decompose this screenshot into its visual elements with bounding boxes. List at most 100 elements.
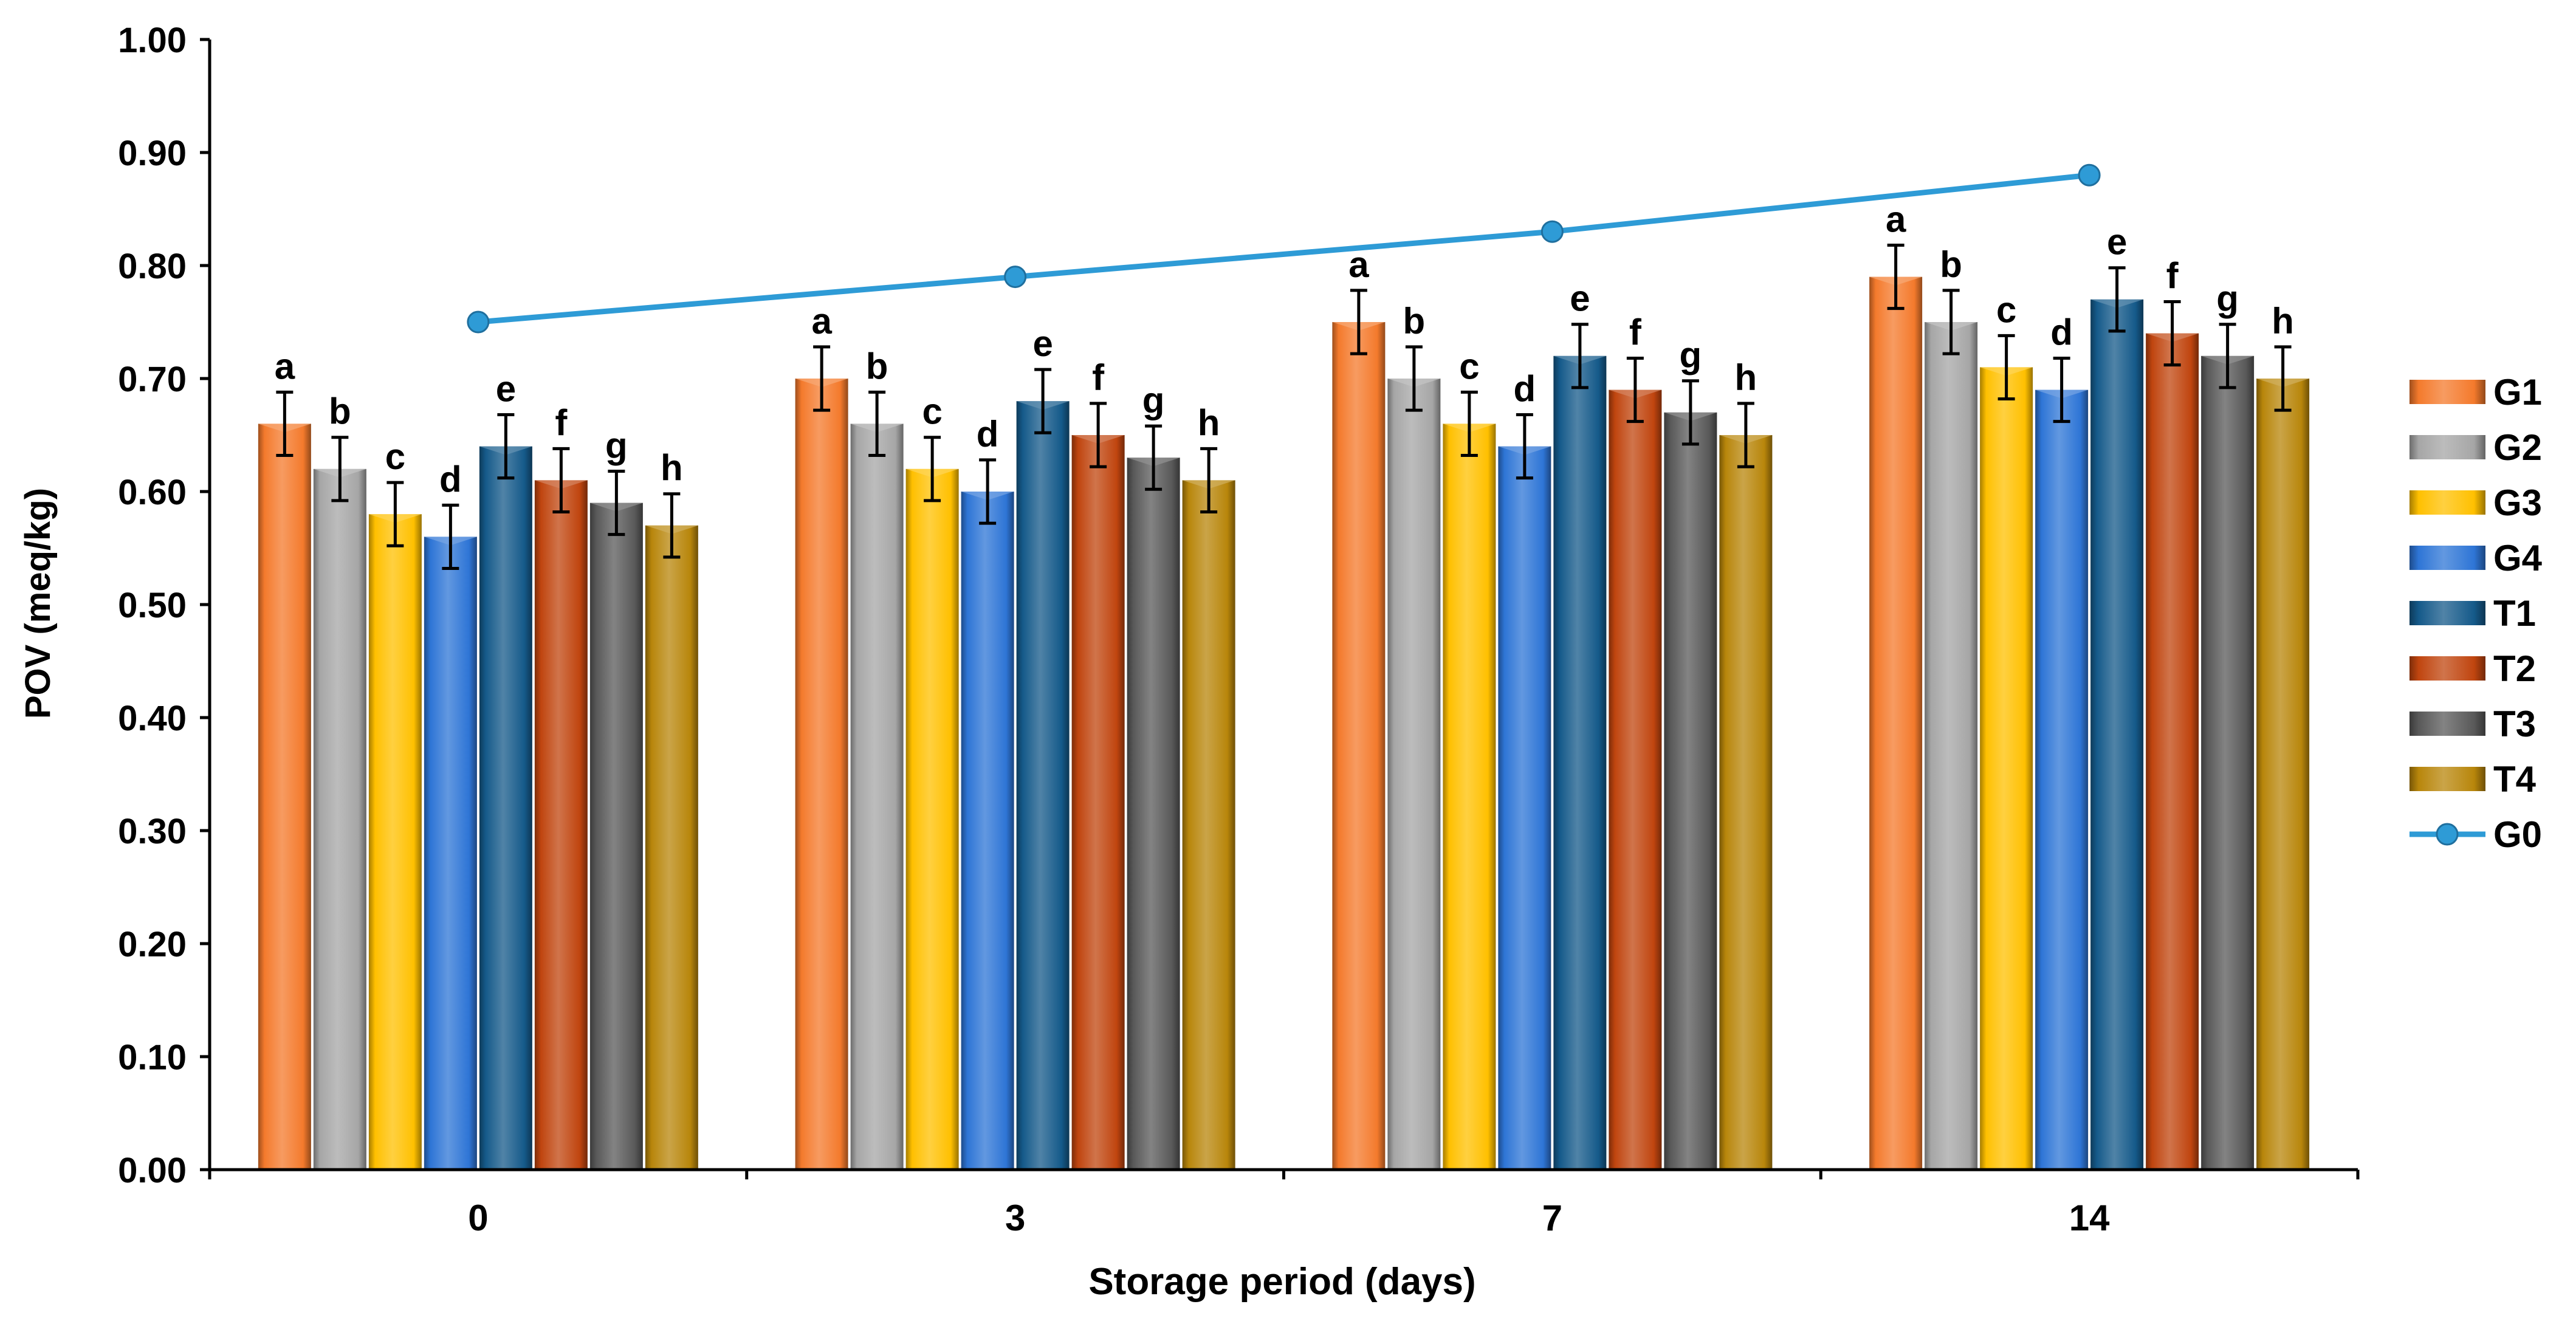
bar-t1-7 (1553, 355, 1607, 1170)
data-label: g (1142, 380, 1165, 420)
y-tick-label: 0.70 (118, 360, 187, 399)
data-label: e (496, 369, 516, 410)
bar-g4-3 (961, 492, 1014, 1170)
bar-t3-3 (1127, 458, 1180, 1170)
error-bar (2053, 357, 2070, 424)
line-point-14 (2078, 163, 2101, 187)
bar-g1-14 (1869, 276, 1923, 1170)
data-label: e (1570, 278, 1590, 319)
x-axis-label: Storage period (days) (1088, 1261, 1475, 1303)
error-bar (2163, 300, 2181, 367)
legend-item-g2: G2 (2409, 427, 2542, 468)
data-label: g (1680, 335, 1702, 376)
x-tick-label: 14 (2069, 1198, 2110, 1238)
bar-g1-7 (1332, 322, 1386, 1170)
data-label: f (555, 402, 568, 443)
data-label: c (922, 391, 942, 432)
legend-swatch (2409, 435, 2485, 459)
bar-t2-7 (1609, 389, 1662, 1170)
error-bar (663, 492, 681, 559)
legend-marker (2436, 823, 2459, 846)
bar-g1-0 (258, 424, 311, 1170)
legend-label: T2 (2493, 648, 2536, 689)
data-label: g (2216, 278, 2239, 319)
legend-item-t2: T2 (2409, 648, 2536, 689)
error-bar (868, 390, 886, 457)
data-label: a (1886, 199, 1906, 240)
x-tick-label: 0 (468, 1198, 488, 1238)
data-label: h (661, 448, 683, 489)
line-point-3 (1004, 266, 1027, 289)
bar-t3-14 (2201, 355, 2255, 1170)
axes-layer: 0.00 0.10 0.20 0.30 0.40 0.50 0.60 0.70 0.80 0.90… (18, 21, 2360, 1303)
legend-swatch (2409, 490, 2485, 515)
bar-g3-3 (905, 468, 959, 1170)
bar-g2-7 (1387, 379, 1441, 1170)
data-label: f (2166, 256, 2179, 297)
data-label: d (977, 414, 999, 454)
error-bar (1200, 447, 1218, 513)
error-bar (2274, 345, 2292, 412)
legend-item-g1: G1 (2409, 372, 2542, 413)
y-axis-ticks: 0.00 0.10 0.20 0.30 0.40 0.50 0.60 0.70 0.80 0.90… (118, 21, 210, 1190)
x-tick-label: 3 (1005, 1198, 1025, 1238)
x-axis-ticks: 0 3 7 14 (208, 1170, 2360, 1238)
data-label: b (1403, 301, 1426, 341)
error-bars-layer (276, 244, 2292, 570)
bar-t2-0 (534, 480, 588, 1170)
y-tick-label: 0.10 (118, 1038, 187, 1077)
data-label: c (1996, 289, 2016, 330)
data-label: c (385, 436, 405, 477)
error-bar (331, 436, 349, 503)
bar-g3-0 (368, 514, 422, 1170)
bar-t2-14 (2146, 333, 2199, 1170)
error-bar (1887, 244, 1905, 310)
bar-g4-7 (1498, 446, 1551, 1170)
data-label: c (1459, 346, 1479, 386)
data-label: e (2107, 222, 2127, 262)
data-label: d (2050, 312, 2073, 353)
bar-t3-0 (589, 503, 643, 1170)
line-series-layer (467, 163, 2101, 334)
y-tick-label: 0.90 (118, 134, 187, 173)
error-bar (1626, 357, 1644, 424)
bar-t4-14 (2256, 379, 2310, 1170)
error-bar (1405, 345, 1423, 412)
error-bar (1034, 368, 1052, 434)
data-label: h (2272, 301, 2294, 341)
data-label: b (866, 346, 888, 386)
bar-g4-14 (2035, 389, 2089, 1170)
data-label: g (605, 425, 628, 466)
legend-item-g0: G0 (2409, 814, 2542, 855)
error-bar (1997, 334, 2015, 400)
legend-label: G0 (2493, 814, 2542, 855)
legend-label: T3 (2493, 704, 2536, 744)
error-bar (1090, 402, 1107, 468)
y-tick-label: 0.30 (118, 812, 187, 851)
bar-t1-14 (2090, 299, 2144, 1170)
legend-item-t4: T4 (2409, 759, 2537, 800)
error-bar (2219, 323, 2236, 389)
error-bar (608, 470, 625, 537)
bar-g2-14 (1925, 322, 1978, 1170)
data-label: e (1032, 323, 1053, 364)
error-bar (386, 481, 404, 547)
data-label: f (1629, 312, 1642, 353)
y-tick-label: 0.50 (118, 586, 187, 625)
legend-swatch (2409, 767, 2485, 791)
legend-label: T1 (2493, 593, 2536, 634)
bar-g2-0 (313, 468, 366, 1170)
error-bar (1350, 289, 1367, 355)
legend-label: T4 (2493, 759, 2537, 800)
bar-t4-3 (1182, 480, 1235, 1170)
data-label: d (439, 459, 462, 499)
line-g0 (478, 172, 2090, 325)
data-label: h (1735, 357, 1757, 398)
bar-g4-0 (424, 537, 477, 1170)
error-bar (1460, 390, 1478, 457)
x-tick-label: 7 (1542, 1198, 1562, 1238)
error-bar (924, 436, 941, 503)
bar-t1-0 (479, 446, 532, 1170)
